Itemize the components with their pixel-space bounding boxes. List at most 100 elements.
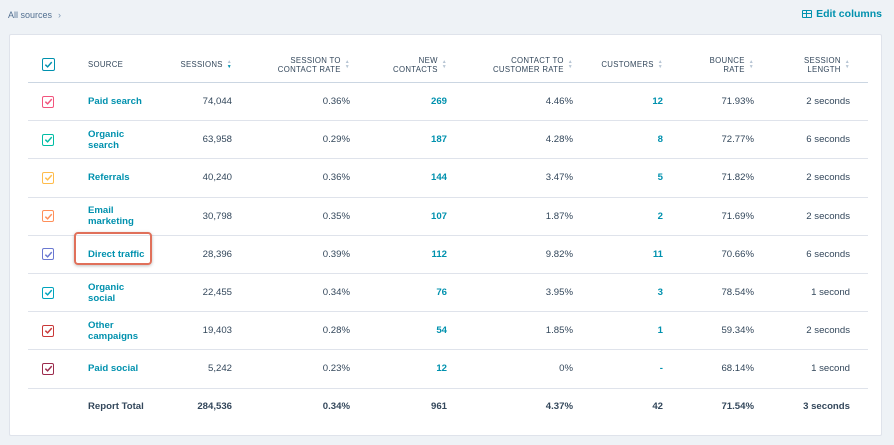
source-link[interactable]: Direct traffic bbox=[88, 248, 145, 260]
customers-link[interactable]: 1 bbox=[657, 325, 663, 337]
row-checkbox-cell[interactable] bbox=[42, 312, 58, 349]
header-session-length[interactable]: SESSION LENGTH ▲ ▼ bbox=[768, 47, 850, 82]
new-contacts-link[interactable]: 54 bbox=[436, 325, 447, 337]
columns-icon bbox=[802, 10, 813, 18]
select-all-checkbox[interactable] bbox=[42, 58, 55, 71]
row-checkbox-cell[interactable] bbox=[42, 236, 58, 273]
sort-icon[interactable]: ▲ ▼ bbox=[844, 58, 850, 70]
customers-link[interactable]: 8 bbox=[657, 134, 663, 146]
sort-icon[interactable]: ▲ ▼ bbox=[344, 58, 350, 70]
source-cell[interactable]: Organic social bbox=[88, 274, 178, 311]
sessions-value: 74,044 bbox=[202, 96, 232, 108]
new-contacts-link[interactable]: 76 bbox=[436, 287, 447, 299]
sort-desc-icon[interactable]: ▲ ▼ bbox=[226, 58, 232, 70]
header-session-to-contact[interactable]: SESSION TO CONTACT RATE ▲ ▼ bbox=[260, 47, 350, 82]
header-source: SOURCE bbox=[88, 47, 178, 82]
customers-cell[interactable]: 8 bbox=[593, 121, 663, 158]
row-checkbox[interactable] bbox=[42, 324, 54, 337]
customers-cell[interactable]: 12 bbox=[593, 83, 663, 120]
row-checkbox[interactable] bbox=[42, 248, 54, 261]
source-link[interactable]: Organic social bbox=[88, 281, 125, 304]
customers-cell[interactable]: 11 bbox=[593, 236, 663, 273]
customers-cell[interactable]: - bbox=[593, 350, 663, 387]
new-contacts-link[interactable]: 144 bbox=[430, 172, 447, 184]
new-contacts-cell[interactable]: 269 bbox=[363, 83, 447, 120]
customers-link[interactable]: 5 bbox=[657, 172, 663, 184]
source-cell[interactable]: Paid search bbox=[88, 83, 178, 120]
row-checkbox[interactable] bbox=[42, 171, 54, 184]
row-checkbox-cell[interactable] bbox=[42, 121, 58, 158]
source-cell[interactable]: Paid social bbox=[88, 350, 178, 387]
header-s2c-line2: CONTACT RATE bbox=[277, 64, 341, 74]
customers-cell[interactable]: 1 bbox=[593, 312, 663, 349]
new-contacts-link[interactable]: 107 bbox=[430, 210, 447, 222]
customers-link[interactable]: 11 bbox=[652, 248, 663, 260]
new-contacts-cell[interactable]: 187 bbox=[363, 121, 447, 158]
customers-link[interactable]: - bbox=[659, 363, 663, 375]
header-bounce-rate[interactable]: BOUNCE RATE ▲ ▼ bbox=[678, 47, 754, 82]
source-link[interactable]: Other campaigns bbox=[88, 319, 139, 342]
top-bar: All sources › Edit columns bbox=[0, 0, 894, 32]
edit-columns-button[interactable]: Edit columns bbox=[802, 8, 882, 20]
new-contacts-cell[interactable]: 54 bbox=[363, 312, 447, 349]
source-link[interactable]: Paid search bbox=[88, 96, 142, 108]
header-new-contacts[interactable]: NEW CONTACTS ▲ ▼ bbox=[363, 47, 447, 82]
row-checkbox-cell[interactable] bbox=[42, 274, 58, 311]
source-cell[interactable]: Direct traffic bbox=[88, 236, 178, 273]
session-to-contact-value: 0.35% bbox=[322, 210, 350, 222]
source-cell[interactable]: Email marketing bbox=[88, 198, 178, 235]
sessions-value: 28,396 bbox=[202, 248, 232, 260]
customers-cell[interactable]: 2 bbox=[593, 198, 663, 235]
source-cell[interactable]: Organic search bbox=[88, 121, 178, 158]
breadcrumb[interactable]: All sources › bbox=[8, 10, 61, 20]
session-length-value: 2 seconds bbox=[806, 325, 850, 337]
row-checkbox[interactable] bbox=[42, 95, 54, 108]
table-row: Organic search 63,958 0.29% 187 4.28% 8 72.77% 6… bbox=[28, 121, 868, 160]
row-checkbox-cell[interactable] bbox=[42, 198, 58, 235]
sort-icon[interactable]: ▲ ▼ bbox=[657, 58, 663, 70]
source-link[interactable]: Paid social bbox=[88, 363, 139, 375]
new-contacts-cell[interactable]: 76 bbox=[363, 274, 447, 311]
source-cell[interactable]: Referrals bbox=[88, 159, 178, 196]
header-new-line1: NEW bbox=[418, 55, 438, 65]
breadcrumb-all-sources[interactable]: All sources bbox=[8, 10, 53, 20]
new-contacts-cell[interactable]: 107 bbox=[363, 198, 447, 235]
sort-icon[interactable]: ▲ ▼ bbox=[441, 58, 447, 70]
header-sessions-label: SESSIONS bbox=[180, 60, 223, 69]
header-contact-to-customer[interactable]: CONTACT TO CUSTOMER RATE ▲ ▼ bbox=[473, 47, 573, 82]
source-link[interactable]: Email marketing bbox=[88, 205, 134, 228]
source-link[interactable]: Referrals bbox=[88, 172, 130, 184]
sort-icon[interactable]: ▲ ▼ bbox=[567, 58, 573, 70]
row-checkbox[interactable] bbox=[42, 210, 54, 223]
session-length-value: 2 seconds bbox=[806, 96, 850, 108]
sessions-value: 40,240 bbox=[202, 172, 232, 184]
table-header: SOURCE SESSIONS ▲ ▼ SESSION TO CONTACT RAT… bbox=[28, 47, 868, 83]
new-contacts-link[interactable]: 12 bbox=[436, 363, 447, 375]
row-checkbox-cell[interactable] bbox=[42, 159, 58, 196]
customers-cell[interactable]: 5 bbox=[593, 159, 663, 196]
row-checkbox-cell[interactable] bbox=[42, 350, 58, 387]
row-checkbox[interactable] bbox=[42, 286, 54, 299]
source-cell[interactable]: Other campaigns bbox=[88, 312, 178, 349]
new-contacts-cell[interactable]: 112 bbox=[363, 236, 447, 273]
header-customers[interactable]: CUSTOMERS ▲ ▼ bbox=[593, 47, 663, 82]
new-contacts-cell[interactable]: 144 bbox=[363, 159, 447, 196]
new-contacts-link[interactable]: 112 bbox=[431, 248, 447, 260]
row-checkbox-cell[interactable] bbox=[42, 83, 58, 120]
session-to-contact-value: 0.29% bbox=[322, 134, 350, 146]
customers-link[interactable]: 12 bbox=[652, 96, 663, 108]
edit-columns-label: Edit columns bbox=[816, 8, 882, 20]
row-checkbox[interactable] bbox=[42, 133, 54, 146]
new-contacts-link[interactable]: 269 bbox=[430, 96, 447, 108]
customers-link[interactable]: 2 bbox=[657, 210, 663, 222]
table-row: Direct traffic 28,396 0.39% 112 9.82% 11 70.66… bbox=[28, 236, 868, 274]
new-contacts-link[interactable]: 187 bbox=[430, 134, 447, 146]
header-sessions[interactable]: SESSIONS ▲ ▼ bbox=[158, 47, 232, 82]
row-checkbox[interactable] bbox=[42, 362, 54, 375]
customers-cell[interactable]: 3 bbox=[593, 274, 663, 311]
new-contacts-cell[interactable]: 12 bbox=[363, 350, 447, 387]
select-all-cell[interactable] bbox=[42, 47, 58, 82]
sort-icon[interactable]: ▲ ▼ bbox=[748, 58, 754, 70]
customers-link[interactable]: 3 bbox=[657, 287, 663, 299]
source-link[interactable]: Organic search bbox=[88, 128, 125, 151]
